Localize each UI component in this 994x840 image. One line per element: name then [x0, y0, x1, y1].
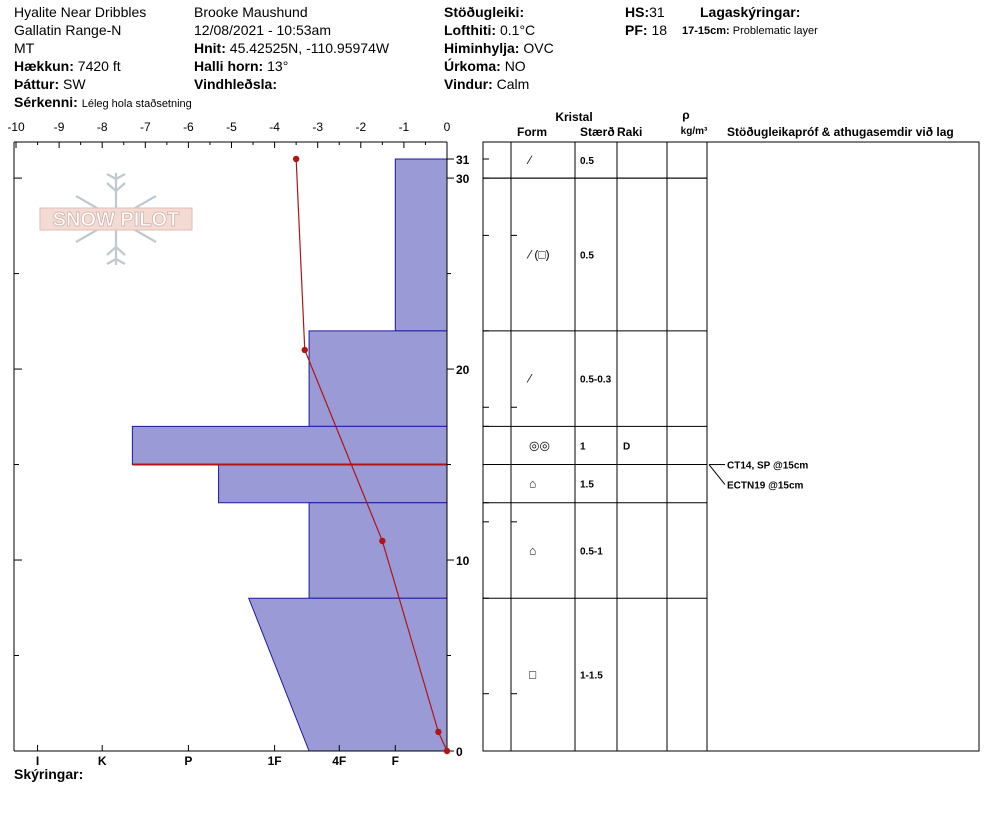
hardness-tick-label: K — [98, 754, 107, 768]
sky-cover: Himinhylja: OVC — [444, 40, 554, 56]
grain-form-square: □ — [529, 668, 536, 682]
coordinates: Hnit: 45.42525N, -110.95974W — [194, 40, 390, 56]
stability-test: CT14, SP @15cm — [727, 461, 808, 472]
temp-tick-label: -4 — [269, 120, 280, 134]
moisture: D — [623, 441, 630, 452]
hardness-tick-label: P — [184, 754, 192, 768]
observer: Brooke Maushund — [194, 4, 308, 20]
hardness-tick-label: 4F — [332, 754, 346, 768]
air-temp: Lofthiti: 0.1°C — [444, 22, 536, 38]
precipitation: Úrkoma: NO — [444, 58, 526, 74]
svg-text:SNOW PILOT: SNOW PILOT — [53, 209, 180, 231]
temp-tick-label: -2 — [355, 120, 366, 134]
layer-note: 17-15cm: Problematic layer — [682, 25, 818, 37]
grain-form-double-circle: ◎◎ — [529, 438, 550, 452]
grain-size: 0.5-1 — [580, 546, 603, 557]
temp-tick-label: -1 — [399, 120, 410, 134]
grain-size: 1-1.5 — [580, 671, 603, 682]
crystal-header: Kristal — [555, 110, 592, 124]
snowpilot-logo: SNOW PILOT — [39, 173, 193, 265]
location-state: MT — [14, 40, 35, 56]
height-tick-label: 31 — [456, 153, 470, 167]
hardness-layer-3 — [218, 464, 448, 504]
hardness-tick-label: F — [392, 754, 399, 768]
height-tick-label: 30 — [456, 172, 470, 186]
grain-form-slash: ⁄ — [526, 153, 533, 167]
grain-size: 0.5 — [580, 156, 594, 167]
hs: HS:31 — [625, 4, 665, 20]
height-tick-label: 20 — [456, 363, 470, 377]
grain-form-slash-paren-square: ⁄ (□) — [526, 247, 550, 261]
wind-loading: Vindhleðsla: — [194, 76, 277, 92]
hardness-layer-2 — [131, 425, 448, 466]
layer-table-frame — [482, 141, 980, 752]
notes: Sérkenni: Léleg hola staðsetning — [14, 94, 192, 110]
wind: Vindur: Calm — [444, 76, 530, 92]
grain-form-faceted-round: ⌂ — [529, 477, 536, 491]
temperature-point — [301, 346, 308, 354]
tests-header: Stöðugleikapróf & athugasemdir við lag — [727, 125, 954, 139]
stability: Stöðugleiki: — [444, 4, 525, 20]
hardness-layer-0 — [394, 158, 448, 332]
stability-test: ECTN19 @15cm — [727, 481, 804, 492]
grain-size: 0.5 — [580, 250, 594, 261]
rho-header: ρ — [682, 108, 689, 122]
height-tick-label: 10 — [456, 554, 470, 568]
slope-angle: Halli horn: 13° — [194, 58, 289, 74]
density-unit-header: kg/m³ — [681, 126, 708, 137]
temp-tick-label: -8 — [97, 120, 108, 134]
grain-size: 0.5-0.3 — [580, 375, 612, 386]
moisture-header: Raki — [617, 125, 642, 139]
temp-tick-label: 0 — [444, 120, 451, 134]
temperature-point — [435, 728, 442, 736]
test-arrow — [708, 464, 726, 485]
grain-form-faceted-round: ⌂ — [529, 543, 536, 557]
temp-tick-label: -3 — [312, 120, 323, 134]
form-header: Form — [517, 125, 547, 139]
pf: PF: 18 — [625, 22, 668, 38]
hardness-tick-label: 1F — [268, 754, 282, 768]
grain-form-slash: ⁄ — [526, 372, 533, 386]
temp-tick-label: -6 — [183, 120, 194, 134]
aspect: Þáttur: SW — [14, 76, 86, 92]
temperature-point — [379, 537, 386, 545]
layer-notes-title: Lagaskýringar: — [700, 4, 801, 20]
location-range: Gallatin Range-N — [14, 22, 122, 38]
location-name: Hyalite Near Dribbles — [14, 4, 147, 20]
hardness-tick-label: I — [36, 754, 39, 768]
grain-size: 1.5 — [580, 480, 594, 491]
temperature-point — [292, 155, 300, 163]
hardness-layer-5 — [248, 597, 448, 752]
hardness-layer-4 — [308, 502, 448, 599]
height-tick-label: 0 — [456, 745, 463, 759]
datetime: 12/08/2021 - 10:53am — [194, 22, 331, 38]
temp-tick-label: -10 — [7, 120, 25, 134]
temperature-point — [443, 747, 451, 755]
grain-size: 1 — [580, 441, 586, 452]
legend-label: Skýringar: — [14, 766, 84, 782]
temp-tick-label: -7 — [140, 120, 151, 134]
elevation: Hækkun: 7420 ft — [14, 58, 121, 74]
size-header: Stærð — [580, 125, 615, 139]
temp-tick-label: -5 — [226, 120, 237, 134]
temp-tick-label: -9 — [54, 120, 65, 134]
